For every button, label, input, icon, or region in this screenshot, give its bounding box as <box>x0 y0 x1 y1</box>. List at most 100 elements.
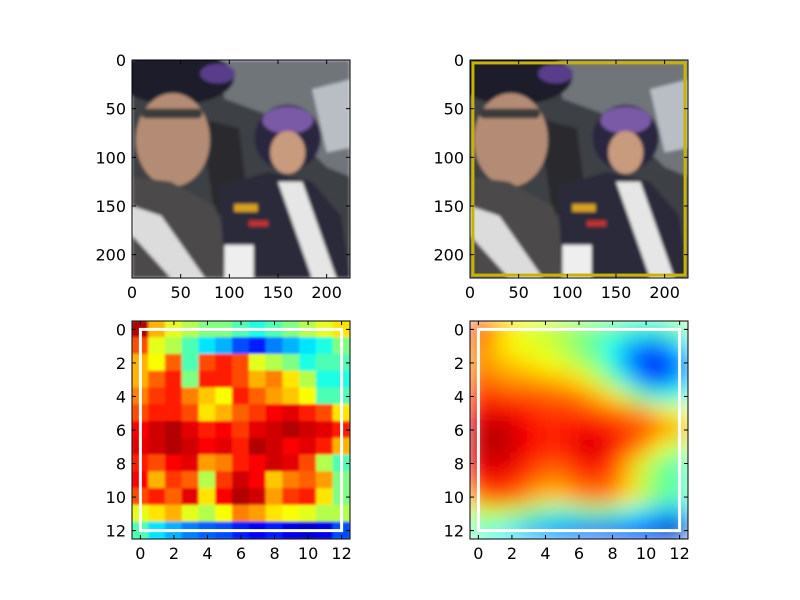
heatmap-cell <box>570 437 588 456</box>
heatmap-cell <box>586 404 605 423</box>
heatmap-cell <box>265 437 284 456</box>
heatmap-cell <box>486 353 505 372</box>
heatmap-cell <box>653 437 672 456</box>
heatmap-cell <box>536 421 555 439</box>
heatmap-cell <box>553 471 572 490</box>
heatmap-cell <box>637 504 656 523</box>
heatmap-cell <box>198 337 217 356</box>
heatmap-cell <box>198 353 217 372</box>
heatmap-cell <box>181 370 200 389</box>
heatmap-cells <box>470 321 688 539</box>
heatmap-cell <box>603 471 622 490</box>
x-tick-label: 8 <box>607 544 617 563</box>
heatmap-cell <box>586 337 605 356</box>
heatmap-cell <box>215 404 234 423</box>
heatmap-cell <box>232 370 250 389</box>
heatmap-cell <box>637 488 656 507</box>
heatmap-cell <box>586 471 605 490</box>
heatmap-cell <box>181 353 200 372</box>
heatmap-cell <box>232 353 250 372</box>
heatmap-cell <box>198 454 217 473</box>
heatmap-cell <box>198 437 217 456</box>
heatmap-cell <box>620 353 639 372</box>
y-tick-label: 8 <box>116 455 126 474</box>
heatmap-cell <box>586 437 605 456</box>
heatmap-cell <box>248 437 267 456</box>
x-tick-label: 0 <box>465 283 475 302</box>
heatmap-cell <box>148 337 167 356</box>
heatmap-layer <box>132 321 350 539</box>
heatmap-cell <box>164 504 183 523</box>
heatmap-cell <box>502 404 521 423</box>
window-glare <box>650 79 688 153</box>
y-tick-label: 150 <box>95 197 126 216</box>
heatmap-cell <box>181 421 200 439</box>
heatmap-cell <box>502 387 521 406</box>
heatmap-cell <box>653 504 672 523</box>
heatmap-cell <box>181 337 200 356</box>
heatmap-cell <box>603 504 622 523</box>
heatmap-cell <box>315 454 334 473</box>
y-tick-label: 10 <box>106 488 126 507</box>
heatmap-cell <box>164 421 183 439</box>
heatmap-cell <box>248 488 267 507</box>
heatmap-cell <box>536 488 555 507</box>
heatmap-cell <box>299 421 318 439</box>
heatmap-cell <box>299 370 318 389</box>
heatmap-cell <box>553 437 572 456</box>
axis-ticks: 0 2 4 6 8 10 12 0 2 4 6 8 10 12 <box>444 320 690 563</box>
heatmap-cell <box>148 471 167 490</box>
heatmap-cell <box>536 370 555 389</box>
heatmap-cell <box>181 404 200 423</box>
heatmap-axes-smooth: 0 2 4 6 8 10 12 0 2 4 6 8 10 12 <box>444 320 690 563</box>
heatmap-cell <box>265 504 284 523</box>
heatmap-cell <box>299 471 318 490</box>
bounding-box-rect <box>138 327 344 533</box>
helmet-top <box>262 106 314 134</box>
y-tick-label: 100 <box>433 148 464 167</box>
passenger-belt <box>278 181 337 278</box>
heatmap-cell <box>148 488 167 507</box>
heatmap-cell <box>148 404 167 423</box>
heatmap-cell <box>181 504 200 523</box>
heatmap-cell <box>553 387 572 406</box>
heatmap-cell <box>265 404 284 423</box>
heatmap-cell <box>586 370 605 389</box>
heatmap-cell <box>486 337 505 356</box>
heatmap-cell <box>519 471 538 490</box>
heatmap-cell <box>553 353 572 372</box>
heatmap-cell <box>570 404 588 423</box>
heatmap-cell <box>486 488 505 507</box>
helmet-accent <box>200 63 236 84</box>
heatmap-cell <box>198 504 217 523</box>
y-tick-label: 10 <box>444 488 464 507</box>
helmet-top <box>600 106 652 134</box>
heatmap-cell <box>282 454 301 473</box>
seatbelt <box>132 206 205 278</box>
heatmap-cell <box>536 454 555 473</box>
heatmap-cell <box>603 421 622 439</box>
heatmap-cell <box>536 337 555 356</box>
heatmap-cell <box>181 437 200 456</box>
heatmap-cell <box>536 471 555 490</box>
heatmap-cell <box>586 454 605 473</box>
x-tick-label: 4 <box>540 544 550 563</box>
heatmap-cell <box>536 387 555 406</box>
heatmap-cell <box>232 488 250 507</box>
heatmap-cell <box>553 488 572 507</box>
heatmap-cell <box>232 471 250 490</box>
x-tick-label: 0 <box>473 544 483 563</box>
heatmap-cell <box>637 437 656 456</box>
heatmap-cell <box>519 421 538 439</box>
axes-frame <box>131 59 351 279</box>
heatmap-cell <box>248 387 267 406</box>
heatmap-cell <box>164 454 183 473</box>
car-photo-image <box>470 60 688 278</box>
heatmap-cell <box>299 353 318 372</box>
heatmap-cell <box>315 404 334 423</box>
heatmap-cell <box>299 387 318 406</box>
heatmap-cell <box>299 504 318 523</box>
heatmap-cell <box>315 370 334 389</box>
heatmap-cell <box>519 437 538 456</box>
heatmap-cell <box>248 454 267 473</box>
